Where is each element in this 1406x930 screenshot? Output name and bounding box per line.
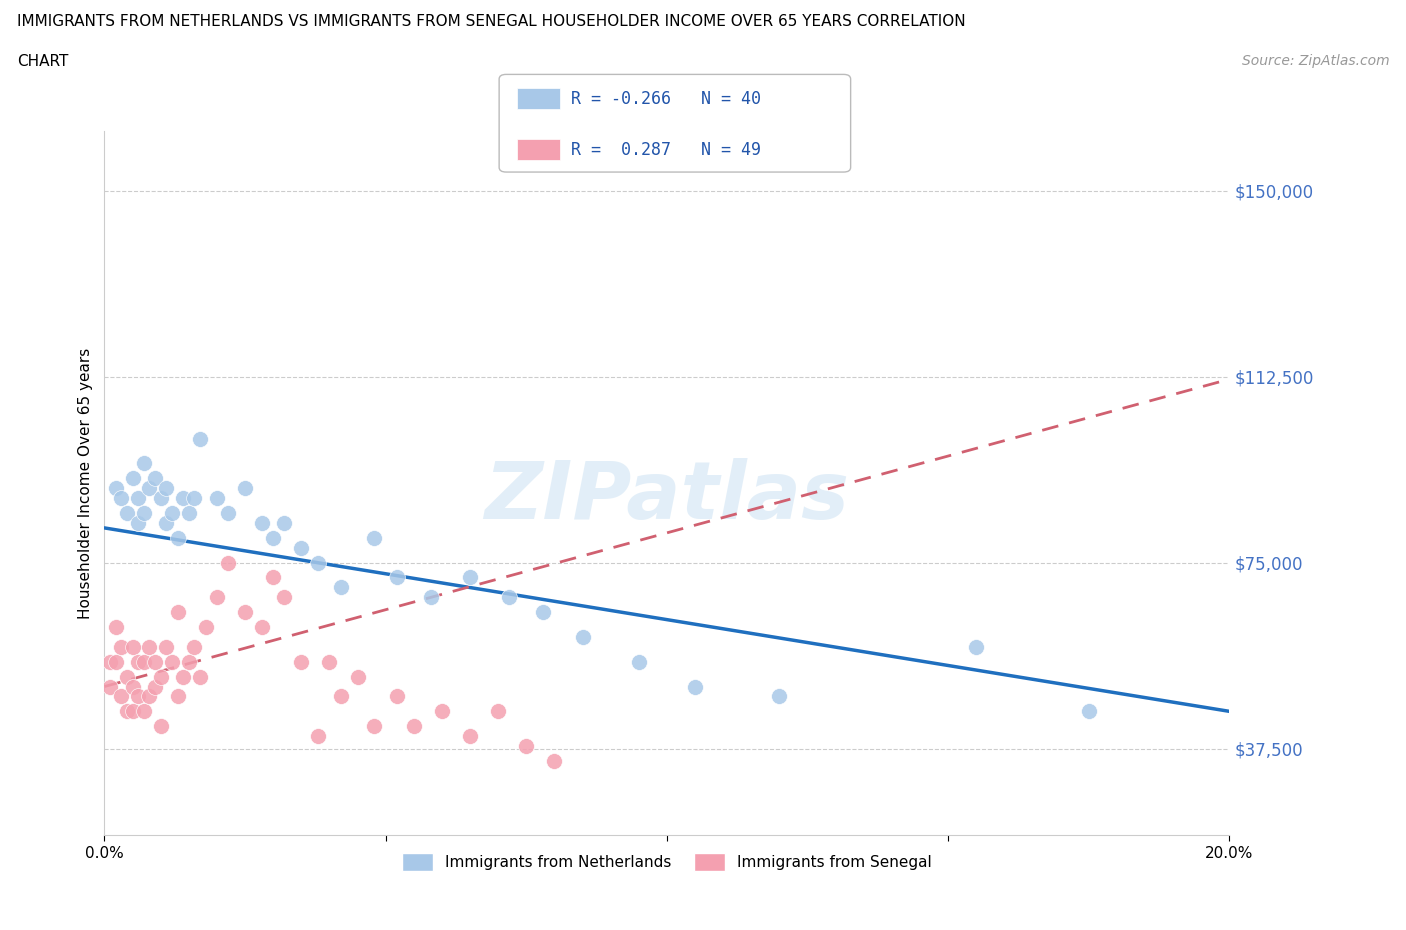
Point <box>402 719 425 734</box>
Point <box>166 689 188 704</box>
Point <box>290 540 312 555</box>
Point <box>318 655 340 670</box>
Point <box>127 655 149 670</box>
Point <box>143 655 166 670</box>
Text: ZIPatlas: ZIPatlas <box>485 458 849 537</box>
Point <box>110 689 132 704</box>
Point <box>155 640 177 655</box>
Y-axis label: Householder Income Over 65 years: Householder Income Over 65 years <box>79 348 93 618</box>
Point <box>217 555 239 570</box>
Point <box>138 640 160 655</box>
Point <box>127 689 149 704</box>
Point <box>172 491 194 506</box>
Text: CHART: CHART <box>17 54 69 69</box>
Point <box>166 604 188 619</box>
Point <box>149 719 172 734</box>
Point <box>515 738 537 753</box>
Point <box>127 515 149 530</box>
Point <box>571 630 593 644</box>
Point <box>121 471 143 485</box>
Point <box>233 604 256 619</box>
Text: IMMIGRANTS FROM NETHERLANDS VS IMMIGRANTS FROM SENEGAL HOUSEHOLDER INCOME OVER 6: IMMIGRANTS FROM NETHERLANDS VS IMMIGRANT… <box>17 14 966 29</box>
Point <box>104 655 127 670</box>
Point <box>104 481 127 496</box>
Point <box>250 515 273 530</box>
Point <box>419 590 441 604</box>
Legend: Immigrants from Netherlands, Immigrants from Senegal: Immigrants from Netherlands, Immigrants … <box>396 847 938 877</box>
Point <box>498 590 520 604</box>
Point <box>149 491 172 506</box>
Text: R =  0.287   N = 49: R = 0.287 N = 49 <box>571 140 761 159</box>
Point <box>273 590 295 604</box>
Point <box>121 640 143 655</box>
Point <box>143 679 166 694</box>
Point <box>458 729 481 744</box>
Point <box>155 515 177 530</box>
Point <box>132 456 155 471</box>
Point <box>205 491 228 506</box>
Point <box>233 481 256 496</box>
Point <box>132 704 155 719</box>
Point <box>98 655 121 670</box>
Point <box>110 640 132 655</box>
Point <box>160 655 183 670</box>
Point <box>194 619 217 634</box>
Point <box>127 491 149 506</box>
Point <box>177 506 200 521</box>
Point <box>683 679 706 694</box>
Text: R = -0.266   N = 40: R = -0.266 N = 40 <box>571 89 761 108</box>
Point <box>177 655 200 670</box>
Point <box>363 530 385 545</box>
Point <box>138 481 160 496</box>
Point <box>132 506 155 521</box>
Point <box>104 619 127 634</box>
Point <box>307 729 329 744</box>
Point <box>188 670 211 684</box>
Point <box>183 491 205 506</box>
Point <box>217 506 239 521</box>
Point <box>188 432 211 446</box>
Point <box>115 704 138 719</box>
Point <box>172 670 194 684</box>
Point <box>143 471 166 485</box>
Point <box>110 491 132 506</box>
Point <box>262 570 284 585</box>
Point <box>149 670 172 684</box>
Point <box>363 719 385 734</box>
Point <box>273 515 295 530</box>
Point <box>250 619 273 634</box>
Point <box>262 530 284 545</box>
Point <box>98 679 121 694</box>
Point <box>458 570 481 585</box>
Point <box>543 753 565 768</box>
Point <box>205 590 228 604</box>
Point <box>1077 704 1099 719</box>
Point <box>166 530 188 545</box>
Point <box>290 655 312 670</box>
Point <box>138 689 160 704</box>
Point <box>531 604 554 619</box>
Point <box>115 670 138 684</box>
Point <box>183 640 205 655</box>
Point <box>121 704 143 719</box>
Point <box>385 570 408 585</box>
Point <box>160 506 183 521</box>
Point <box>627 655 650 670</box>
Point <box>307 555 329 570</box>
Point <box>155 481 177 496</box>
Text: Source: ZipAtlas.com: Source: ZipAtlas.com <box>1241 54 1389 68</box>
Point <box>430 704 453 719</box>
Point <box>768 689 790 704</box>
Point <box>329 580 352 595</box>
Point <box>965 640 987 655</box>
Point <box>385 689 408 704</box>
Point <box>115 506 138 521</box>
Point <box>346 670 368 684</box>
Point <box>132 655 155 670</box>
Point <box>121 679 143 694</box>
Point <box>329 689 352 704</box>
Point <box>486 704 509 719</box>
